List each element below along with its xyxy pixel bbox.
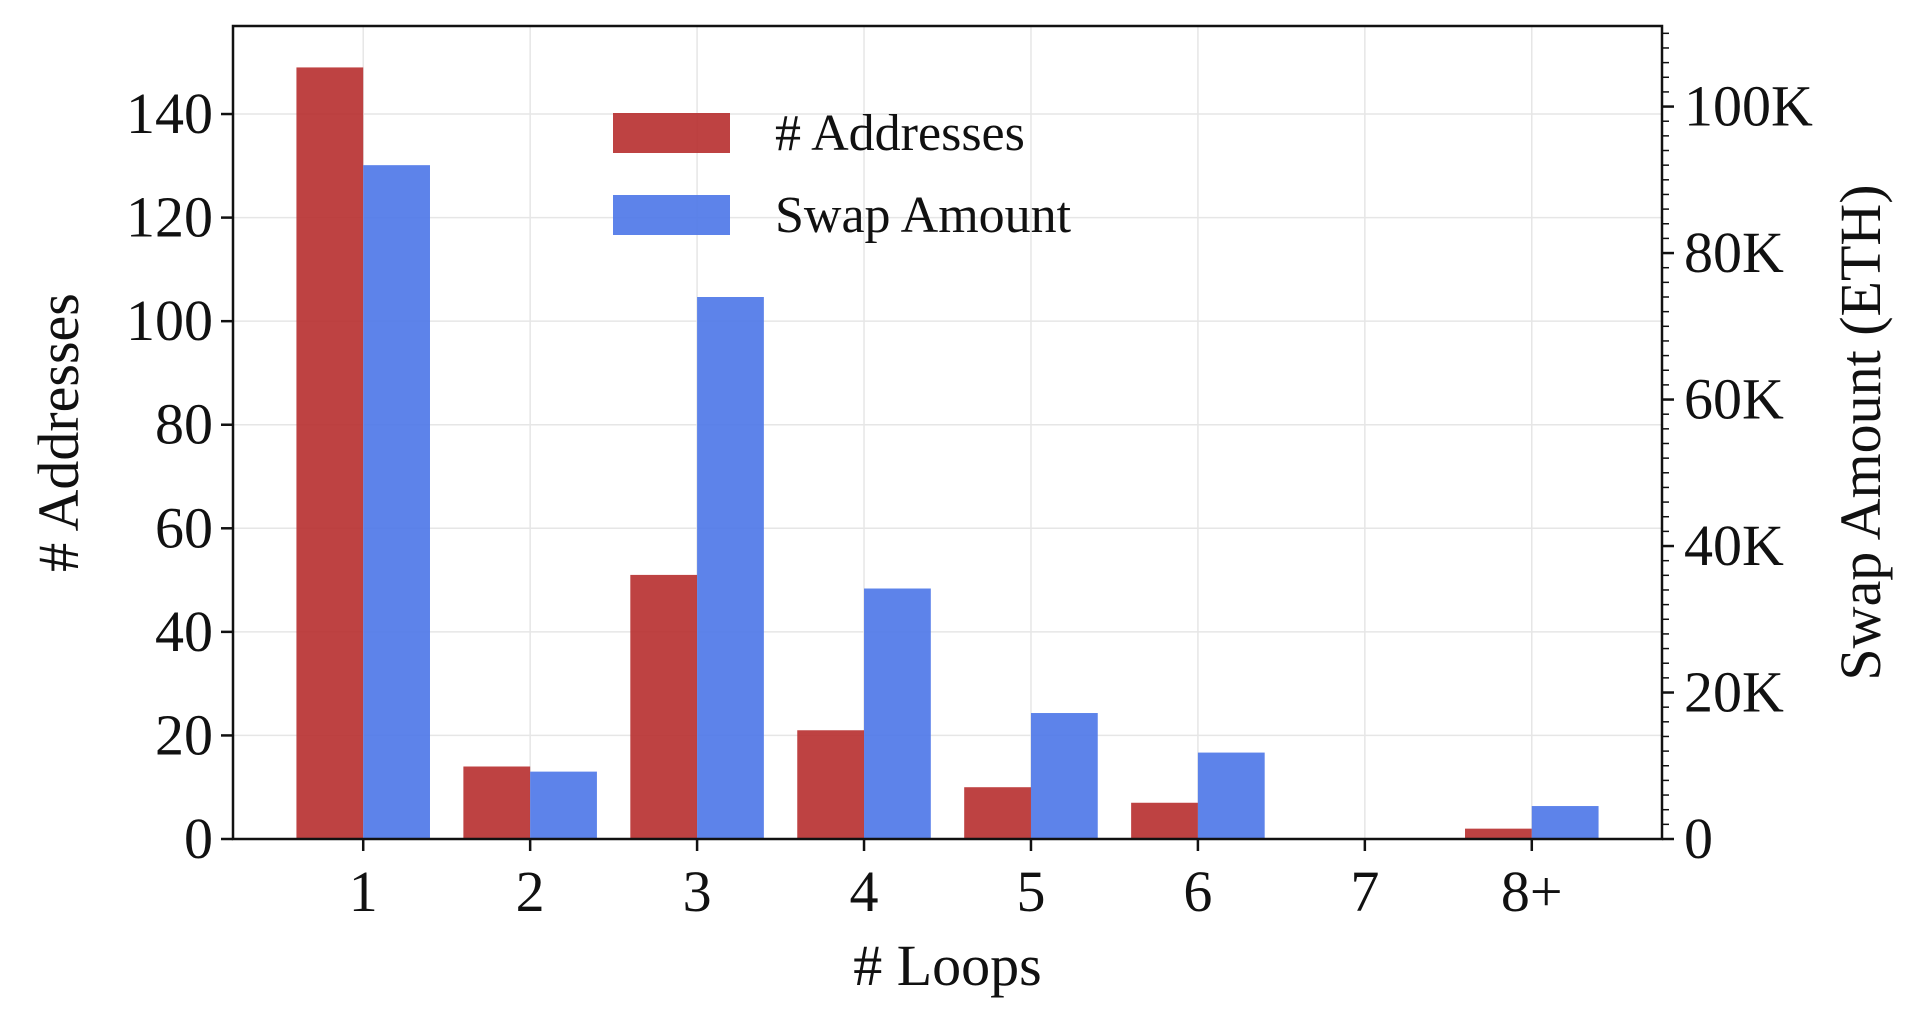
x-tick-label: 3 xyxy=(683,859,712,924)
bar-swap-amount xyxy=(363,165,430,839)
y-right-tick-label: 100K xyxy=(1684,74,1813,139)
y-right-tick-label: 60K xyxy=(1684,367,1784,432)
y-right-tick-label: 80K xyxy=(1684,220,1784,285)
y-left-tick-label: 40 xyxy=(155,599,213,664)
y-left-tick-label: 20 xyxy=(155,702,213,767)
y-right-tick-label: 0 xyxy=(1684,806,1713,871)
bar-addresses xyxy=(964,787,1031,839)
bar-swap-amount xyxy=(1030,713,1098,839)
y-left-tick-label: 140 xyxy=(126,81,213,146)
x-tick-label: 5 xyxy=(1016,859,1045,924)
bar-addresses xyxy=(1465,828,1532,839)
y-axis-right-title: Swap Amount (ETH) xyxy=(1828,184,1893,680)
bar-addresses xyxy=(1131,802,1198,839)
x-tick-label: 8+ xyxy=(1501,859,1563,924)
bar-addresses xyxy=(463,766,531,839)
x-tick-label: 4 xyxy=(850,859,879,924)
legend: # Addresses Swap Amount xyxy=(613,105,1072,244)
bar-swap-amount xyxy=(864,588,931,839)
y-left-tick-label: 0 xyxy=(184,806,213,871)
y-right-tick-label: 40K xyxy=(1684,513,1784,578)
x-tick-label: 6 xyxy=(1183,859,1212,924)
x-tick-label: 7 xyxy=(1350,859,1379,924)
x-axis-title: # Loops xyxy=(853,933,1042,998)
plot-frame xyxy=(231,24,1664,841)
x-tick-label: 1 xyxy=(349,859,378,924)
bar-swap-amount xyxy=(1531,806,1599,839)
y-left-tick-label: 120 xyxy=(126,185,213,250)
legend-label-swap-amount: Swap Amount xyxy=(775,187,1072,244)
legend-swatch-swap-amount xyxy=(613,195,730,235)
bar-addresses xyxy=(630,574,698,839)
bar-swap-amount xyxy=(697,297,764,839)
bar-addresses xyxy=(797,730,865,839)
axes: 0 20 40 60 80 100 120 140 0 20K 40K 60K 80K 100K 1 2 3 4 5… xyxy=(126,24,1813,924)
grid-lines xyxy=(233,26,1662,839)
y-left-tick-label: 100 xyxy=(126,288,213,353)
x-tick-label: 2 xyxy=(516,859,545,924)
legend-swatch-addresses xyxy=(613,113,730,153)
bar-addresses xyxy=(296,67,364,839)
y-right-tick-label: 20K xyxy=(1684,660,1784,725)
bar-swap-amount xyxy=(530,771,597,839)
bars xyxy=(296,67,1599,839)
y-axis-left-title: # Addresses xyxy=(26,293,91,572)
legend-label-addresses: # Addresses xyxy=(775,105,1025,162)
bar-swap-amount xyxy=(1197,752,1265,839)
y-left-tick-label: 60 xyxy=(155,495,213,560)
y-left-tick-label: 80 xyxy=(155,392,213,457)
